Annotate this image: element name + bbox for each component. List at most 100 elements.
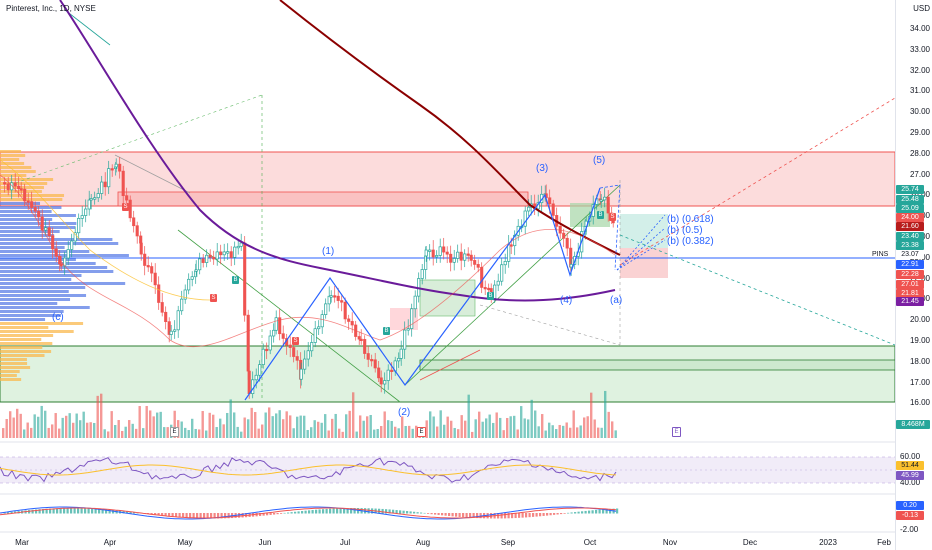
volume-bar [51,424,54,438]
volume-bar [317,421,320,438]
supply-zone-inner[interactable] [117,191,529,207]
volume-bar [296,416,299,438]
macd-bar [59,508,62,514]
candle-body [363,339,367,354]
macd-bar [528,513,531,518]
candle-body [13,182,17,187]
candle-body [357,336,361,340]
volume-bar [114,425,117,438]
candle-body [548,197,552,205]
volume-bar [464,420,467,438]
target-zone-red[interactable] [620,248,668,278]
candle-body [366,353,370,360]
volume-bar [527,419,530,438]
box-red-1[interactable] [390,308,418,330]
volume-bar [520,406,523,438]
candle-body [562,232,566,239]
volume-bar [303,415,306,438]
volume-bar [558,424,561,438]
macd-bar [157,513,160,516]
macd-bar [290,512,293,514]
time-label: Apr [103,538,117,547]
candle-body [324,303,328,316]
sell-marker[interactable]: S [609,213,616,221]
target-zone-green[interactable] [620,214,668,248]
volume-bar [565,422,568,438]
macd-bar [511,513,514,519]
volume-bar [457,429,460,438]
candle-body [23,188,27,202]
macd-bar [423,512,426,514]
macd-bar [602,509,605,514]
volume-profile-bar [0,226,76,229]
macd-bar [315,509,318,514]
candle-body [469,254,473,261]
sell-marker[interactable]: S [292,337,299,345]
macd-bar [577,511,580,514]
macd-bar [427,513,430,514]
fib-label-0382: (b) (0.382) [667,236,714,247]
rsi-tick-60: 60.00 [900,452,921,461]
macd-signal-tag: -0.13 [896,511,924,520]
demand-zone[interactable] [0,345,896,403]
earnings-marker[interactable]: E [672,427,681,437]
candle-body [107,168,111,188]
candle-body [96,193,100,199]
candle-body [167,321,171,335]
volume-bar [89,422,92,438]
candle-body [59,263,63,267]
macd-bar [322,509,325,514]
macd-bar [182,513,185,518]
volume-bar [313,420,316,438]
chart-title[interactable]: Pinterest, Inc., 1D, NYSE [6,4,96,13]
candle-body [198,258,202,271]
candle-body [3,182,7,185]
volume-bar [33,414,36,438]
buy-marker[interactable]: B [232,276,239,284]
candle-body [247,370,251,394]
macd-bar [479,513,482,519]
volume-bar [488,414,491,438]
candle-body [51,235,55,250]
candle-body [452,258,456,263]
buy-marker[interactable]: B [487,292,494,300]
earnings-marker[interactable]: E [417,427,426,437]
candle-body [379,377,383,385]
candle-body [406,328,410,331]
volume-profile-bar [0,274,82,277]
candle-body [164,311,168,323]
macd-tag: 0.20 [896,501,924,510]
volume-bar [58,428,61,438]
volume-bar [236,426,239,438]
volume-bar [5,418,8,438]
demand-zone-inner[interactable] [419,359,896,371]
volume-bar [282,419,285,438]
macd-bar [283,512,286,514]
volume-bar [506,417,509,438]
price-tick: 33.00 [909,44,930,54]
volume-bar [401,416,404,438]
candle-body [565,237,569,249]
candle-body [350,321,354,326]
macd-bar [171,513,174,517]
volume-bar [600,427,603,438]
earnings-marker[interactable]: E [170,427,179,437]
candle-body [340,300,344,303]
volume-bar [233,412,236,438]
price-tag: 25.48 [896,195,924,204]
volume-profile-bar [0,294,87,297]
wave-label-1: (1) [322,246,335,257]
volume-bar [65,415,68,438]
sell-marker[interactable]: S [122,203,129,211]
buy-marker[interactable]: B [383,327,390,335]
macd-line [0,506,617,520]
time-label: Nov [662,538,678,547]
candlesticks[interactable] [3,157,615,399]
macd-bar [49,508,52,514]
sell-marker[interactable]: S [210,294,217,302]
macd-bar [521,513,524,518]
candle-body [30,201,34,208]
volume-profile-bar [0,170,36,173]
buy-marker[interactable]: B [597,211,604,219]
